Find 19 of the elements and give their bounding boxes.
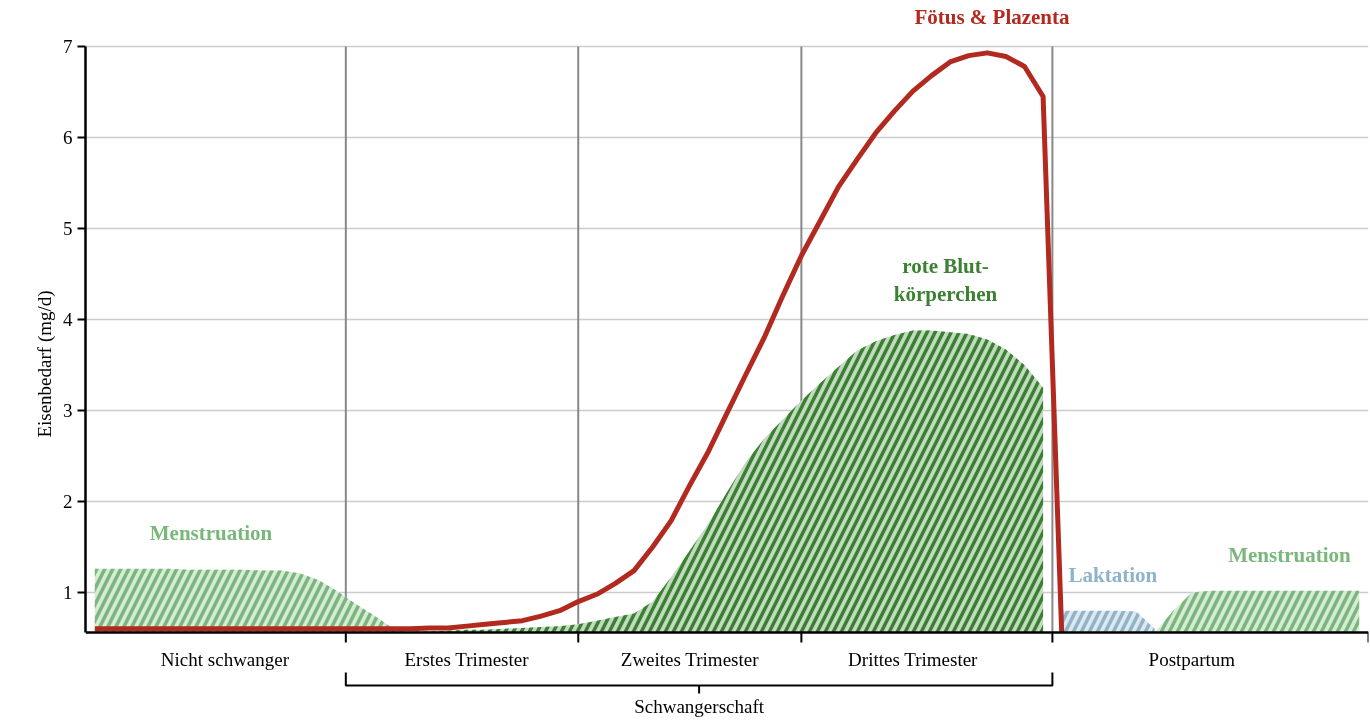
series-label: Fötus & Plazenta [914,4,1071,29]
text: Schwangerschaft [634,695,765,717]
x-tick-label: Erstes Trimester [404,648,530,670]
series-label: Menstruation [1228,542,1352,567]
x-tick-label: Postpartum [1148,648,1236,670]
y-tick-label: 3 [63,399,73,421]
x-tick-label: Zweites Trimester [620,648,760,670]
series-label: rote Blut- körperchen [893,253,998,307]
series-label: Laktation [1068,562,1158,587]
x-tick-label: Nicht schwanger [160,648,290,670]
y-tick-label: 1 [63,581,73,603]
y-tick-label: 6 [63,126,73,148]
y-tick-label: 2 [63,490,73,512]
y-tick-label: 5 [63,217,73,239]
x-tick-label: Drittes Trimester [848,648,979,670]
y-axis-title: Eisenbedarf (mg/d) [34,290,56,438]
y-tick-label: 7 [63,36,73,57]
y-tick-label: 4 [63,308,73,330]
series-label: Menstruation [149,520,273,545]
